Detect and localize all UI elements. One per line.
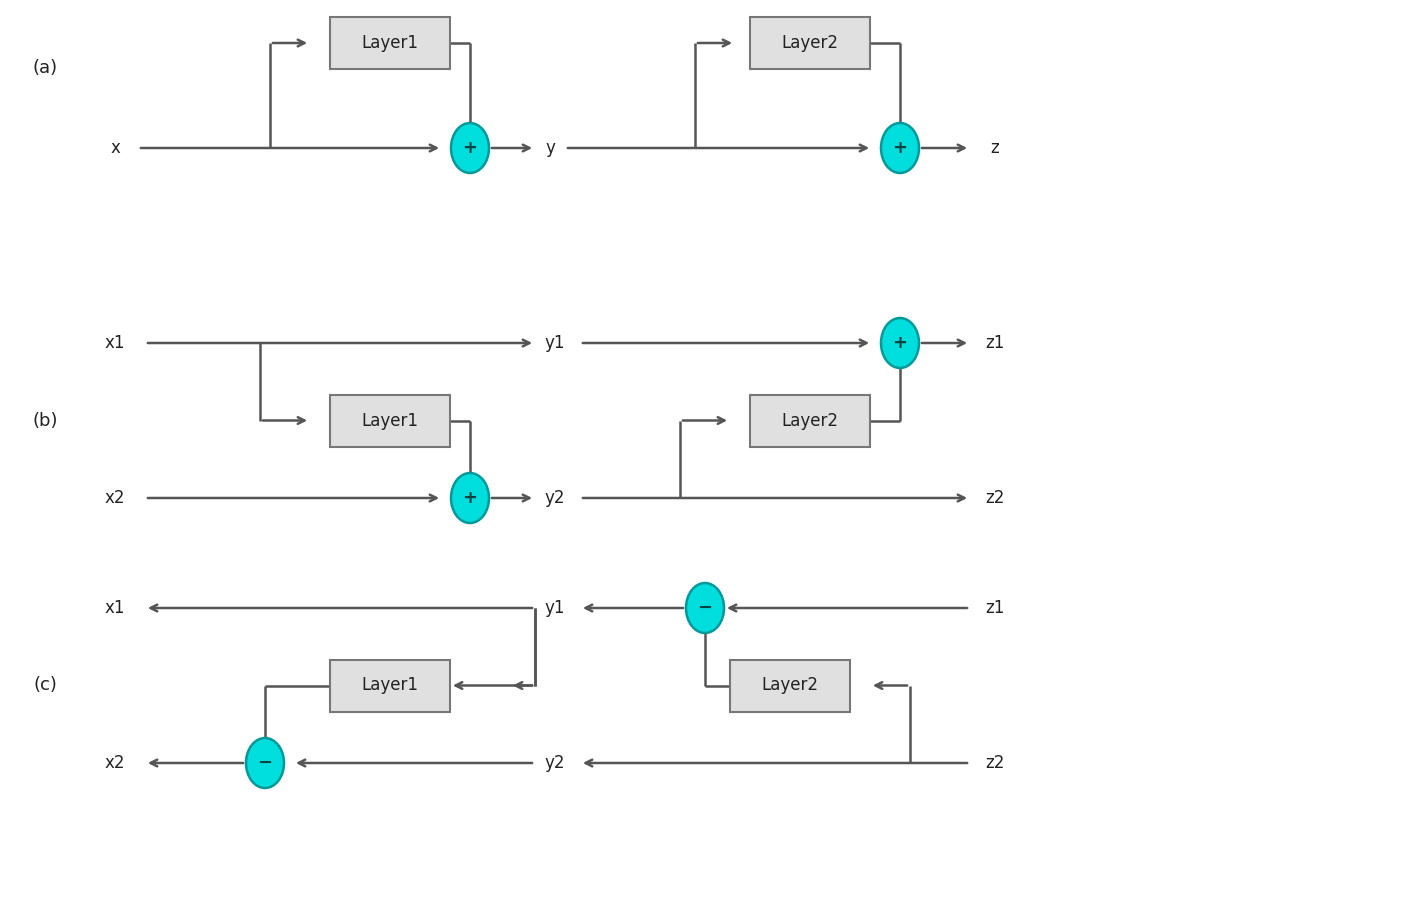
- Text: x: x: [110, 139, 120, 157]
- FancyBboxPatch shape: [330, 17, 450, 69]
- Text: Layer1: Layer1: [362, 677, 419, 695]
- Text: +: +: [893, 139, 907, 157]
- Text: y2: y2: [545, 489, 565, 507]
- Text: −: −: [258, 754, 272, 772]
- Text: +: +: [893, 334, 907, 352]
- Text: Layer2: Layer2: [782, 34, 839, 52]
- Ellipse shape: [881, 123, 918, 173]
- Ellipse shape: [246, 738, 283, 788]
- Ellipse shape: [451, 473, 488, 523]
- Text: x2: x2: [105, 489, 125, 507]
- Text: z: z: [991, 139, 1000, 157]
- Text: y1: y1: [545, 334, 565, 352]
- FancyBboxPatch shape: [750, 17, 870, 69]
- Ellipse shape: [881, 318, 918, 368]
- Text: (a): (a): [33, 59, 57, 77]
- Text: Layer1: Layer1: [362, 34, 419, 52]
- Text: z2: z2: [985, 754, 1005, 772]
- Text: Layer2: Layer2: [782, 411, 839, 430]
- Text: z1: z1: [985, 599, 1005, 617]
- Text: z1: z1: [985, 334, 1005, 352]
- Ellipse shape: [451, 123, 488, 173]
- Ellipse shape: [686, 583, 723, 633]
- Text: x1: x1: [105, 599, 125, 617]
- Text: y2: y2: [545, 754, 565, 772]
- Text: −: −: [698, 599, 712, 617]
- Text: Layer2: Layer2: [762, 677, 819, 695]
- Text: +: +: [463, 139, 477, 157]
- Text: +: +: [463, 489, 477, 507]
- Text: (b): (b): [33, 411, 58, 430]
- Text: z2: z2: [985, 489, 1005, 507]
- FancyBboxPatch shape: [330, 395, 450, 446]
- FancyBboxPatch shape: [731, 659, 850, 711]
- FancyBboxPatch shape: [330, 659, 450, 711]
- Text: y: y: [545, 139, 555, 157]
- Text: x2: x2: [105, 754, 125, 772]
- Text: (c): (c): [33, 677, 57, 695]
- FancyBboxPatch shape: [750, 395, 870, 446]
- Text: Layer1: Layer1: [362, 411, 419, 430]
- Text: x1: x1: [105, 334, 125, 352]
- Text: y1: y1: [545, 599, 565, 617]
